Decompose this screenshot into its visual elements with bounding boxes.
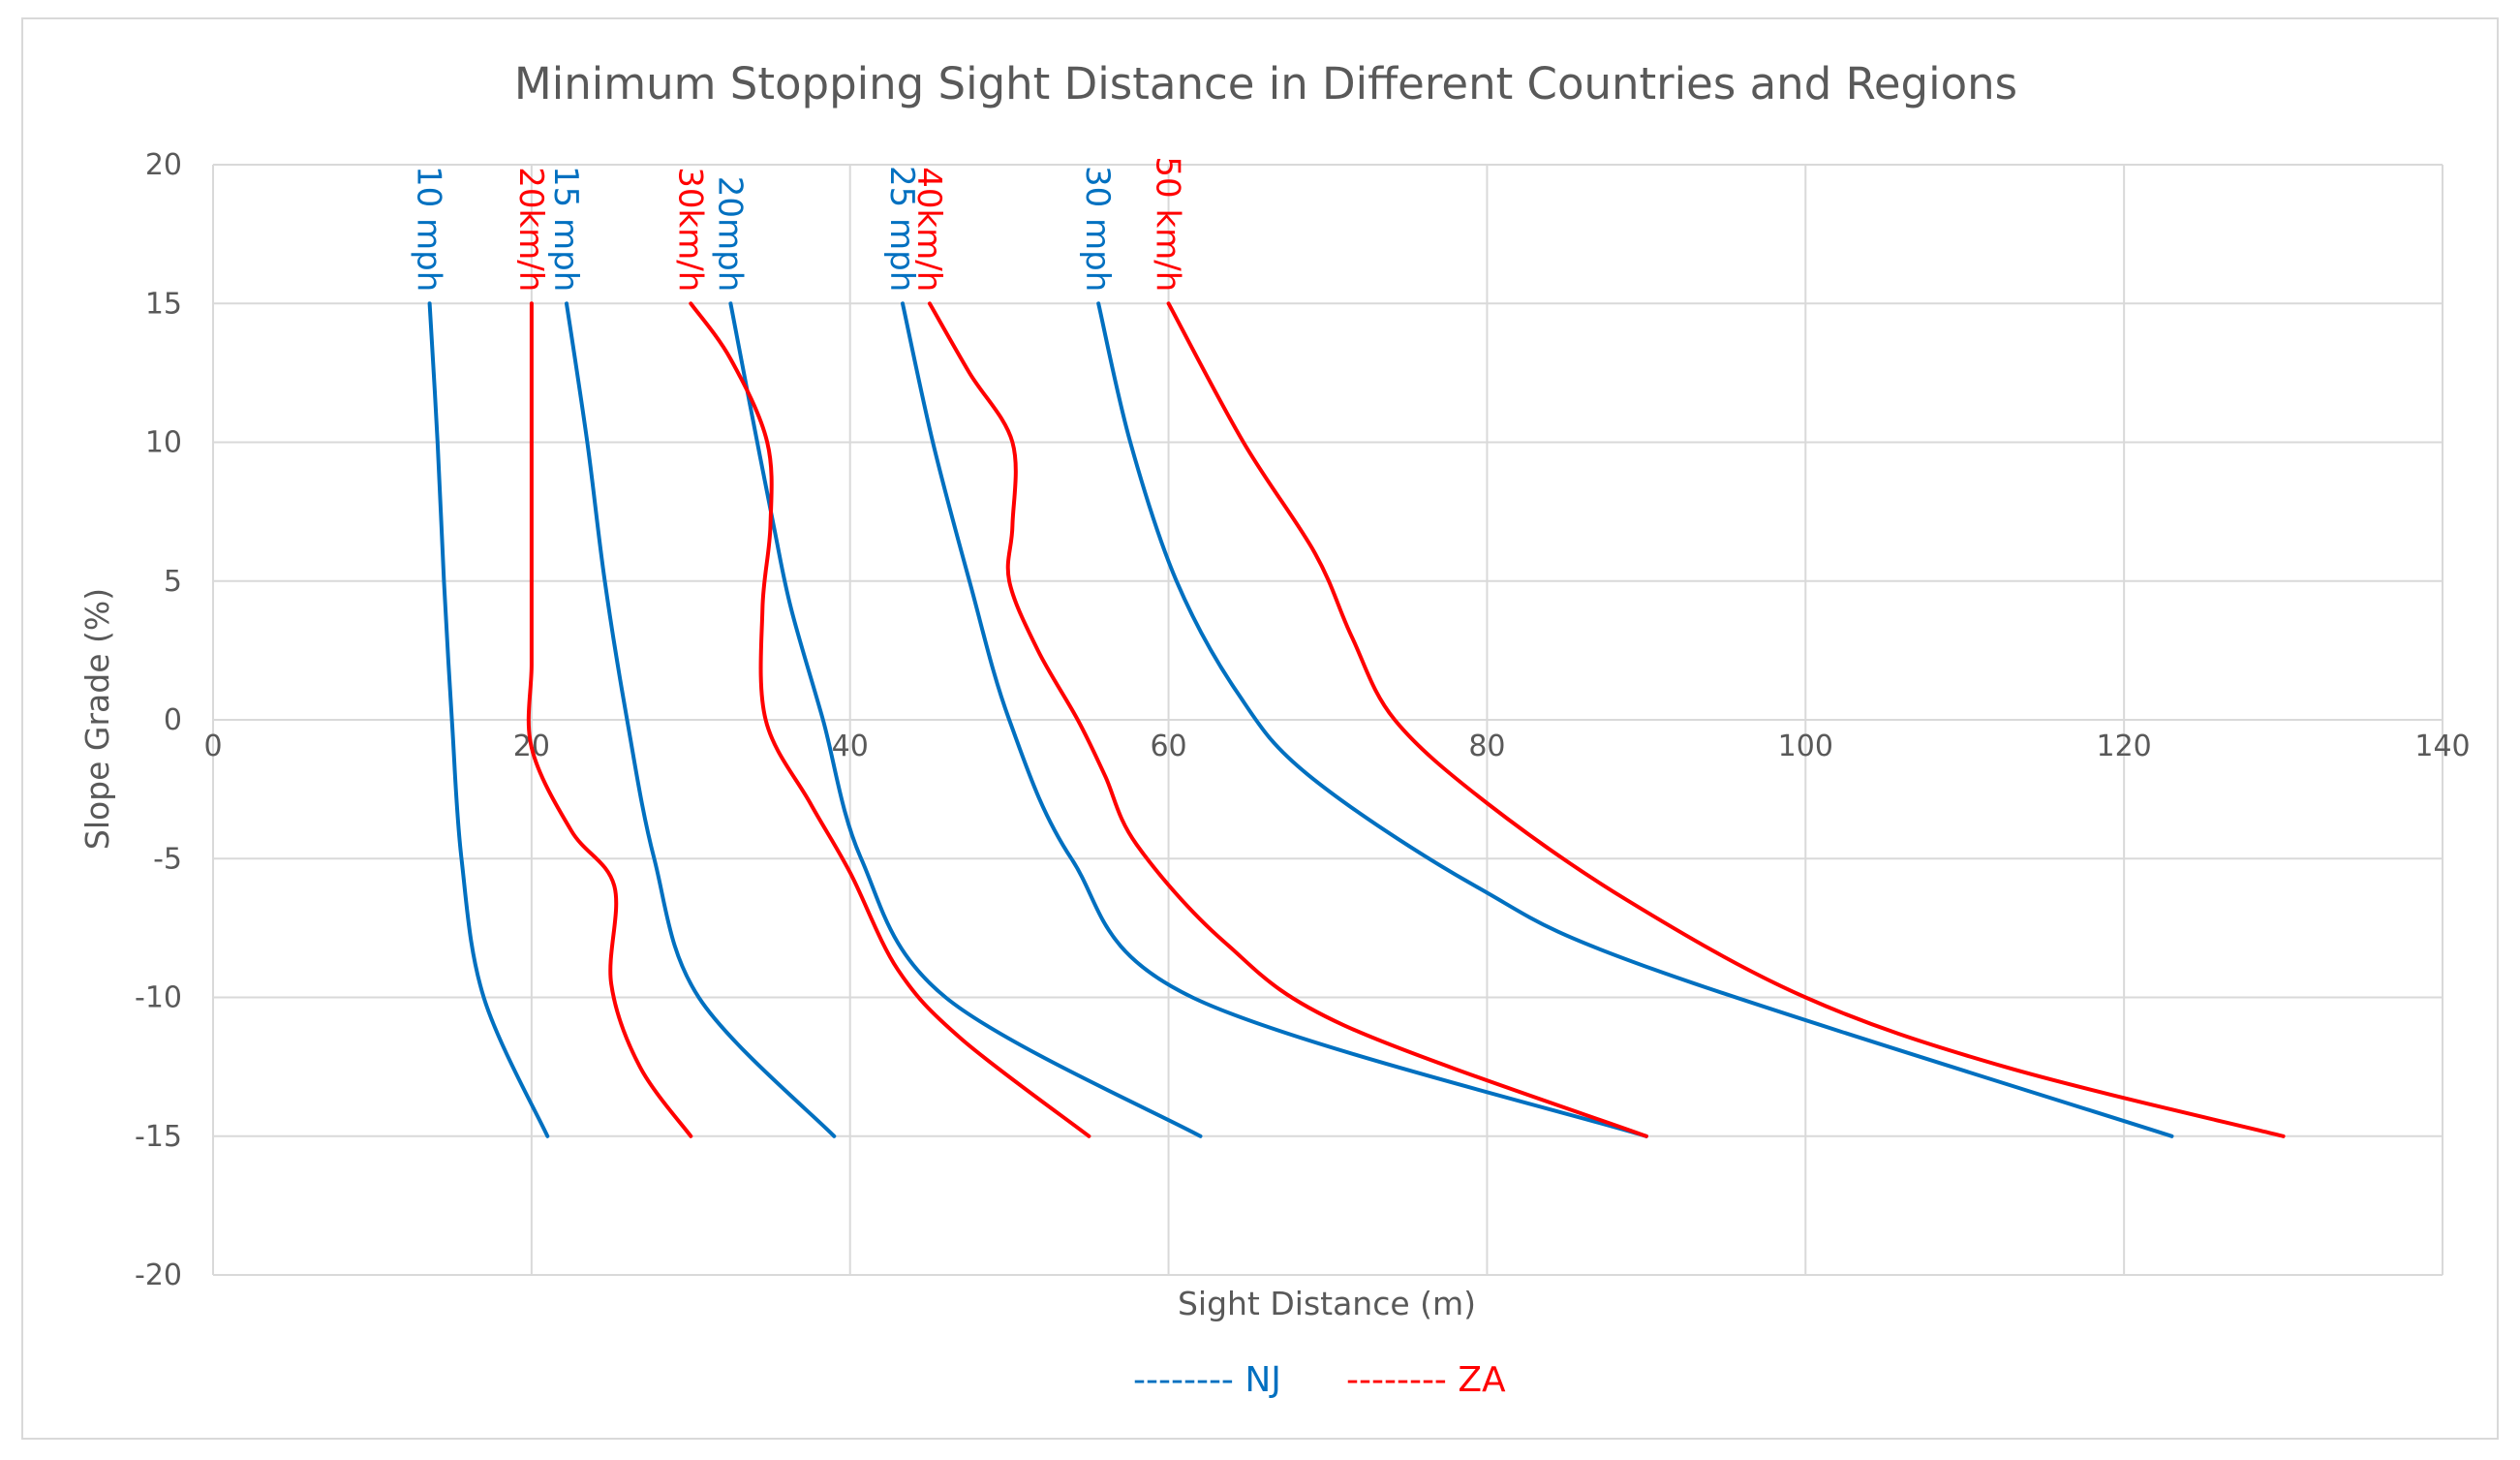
y-tick-label: 5 bbox=[164, 565, 182, 599]
y-tick-label: 15 bbox=[145, 287, 182, 321]
series-label-30-mph: 30 mph bbox=[1078, 166, 1117, 292]
x-tick-label: 140 bbox=[2414, 730, 2470, 763]
series-line-50-km-h bbox=[1166, 301, 2286, 1138]
series-label-20km-h: 20km/h bbox=[511, 167, 550, 292]
series-label-30km-h: 30km/h bbox=[670, 167, 709, 292]
legend-entry-za: -------- ZA bbox=[1346, 1360, 1506, 1400]
series-label-25-mph: 25 mph bbox=[882, 166, 921, 292]
series-line-20km-h bbox=[526, 301, 693, 1138]
series-line-30-mph bbox=[1096, 301, 2174, 1138]
legend: -------- NJ -------- ZA bbox=[1133, 1360, 1506, 1400]
y-axis-ticks: 20 15 10 5 0 -5 -10 -15 -20 bbox=[135, 148, 182, 1292]
x-tick-label: 40 bbox=[832, 730, 869, 763]
series-labels: 10 mph 15 mph 20mph 25 mph 30 mph 20km/h 30km/… bbox=[410, 156, 1187, 292]
series-line-25-mph bbox=[901, 301, 1648, 1138]
series-line-30km-h bbox=[689, 301, 1091, 1138]
x-axis-ticks: 0 20 40 60 80 100 120 140 bbox=[203, 730, 2470, 763]
series-lines bbox=[427, 301, 2286, 1138]
x-tick-label: 60 bbox=[1150, 730, 1186, 763]
x-tick-label: 120 bbox=[2097, 730, 2152, 763]
x-axis-title: Sight Distance (m) bbox=[1178, 1285, 1476, 1322]
chart-title: Minimum Stopping Sight Distance in Diffe… bbox=[514, 58, 2017, 109]
y-tick-label: 20 bbox=[145, 148, 182, 182]
legend-entry-nj: -------- NJ bbox=[1133, 1360, 1281, 1400]
series-line-20mph bbox=[728, 301, 1203, 1138]
x-tick-label: 0 bbox=[203, 730, 222, 763]
series-label-15-mph: 15 mph bbox=[546, 166, 585, 292]
series-label-40km-h: 40km/h bbox=[909, 167, 948, 292]
y-tick-label: 10 bbox=[145, 426, 182, 460]
y-tick-label: -10 bbox=[135, 981, 182, 1015]
y-tick-label: -15 bbox=[135, 1120, 182, 1154]
series-label-10-mph: 10 mph bbox=[410, 166, 448, 292]
series-label-50-km-h: 50 km/h bbox=[1149, 156, 1187, 292]
series-line-40km-h bbox=[927, 301, 1648, 1138]
series-line-15-mph bbox=[565, 301, 837, 1138]
y-tick-label: -20 bbox=[135, 1258, 182, 1292]
y-tick-label: -5 bbox=[153, 842, 182, 876]
series-label-20mph: 20mph bbox=[710, 176, 749, 293]
y-tick-label: 0 bbox=[164, 703, 182, 737]
y-axis-title: Slope Grade (%) bbox=[78, 588, 116, 850]
grid-lines bbox=[212, 164, 2443, 1276]
x-tick-label: 100 bbox=[1778, 730, 1833, 763]
x-tick-label: 80 bbox=[1468, 730, 1505, 763]
series-line-10-mph bbox=[427, 301, 550, 1138]
